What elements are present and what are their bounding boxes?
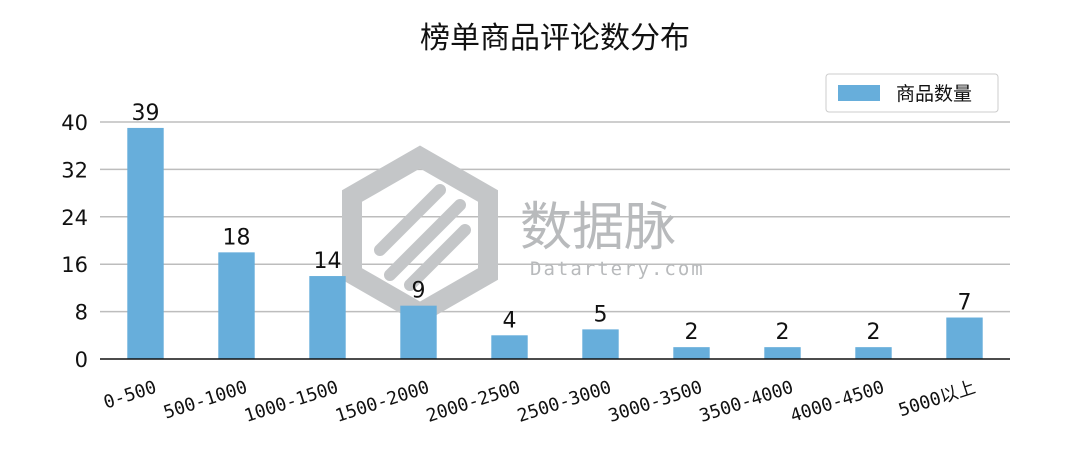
watermark-text: 数据脉 [520, 198, 676, 258]
bar [946, 317, 983, 359]
data-label: 39 [132, 101, 160, 126]
data-label: 14 [314, 249, 342, 274]
x-tick-label: 1000-1500 [242, 377, 341, 427]
bar [491, 335, 528, 359]
data-label: 5 [594, 302, 608, 327]
x-tick-label: 3500-4000 [697, 377, 796, 427]
bar [855, 347, 892, 359]
y-tick-label: 8 [75, 301, 88, 325]
bar [400, 305, 437, 359]
bars [127, 127, 983, 359]
x-axis-ticks: 0-500 500-10001000-15001500-20002000-2500… [101, 377, 978, 427]
data-label: 4 [503, 308, 517, 333]
y-tick-label: 40 [61, 111, 88, 135]
x-tick-label: 2500-3000 [515, 377, 614, 427]
legend-swatch [838, 85, 880, 101]
bar [218, 252, 255, 359]
y-tick-label: 24 [61, 206, 88, 230]
legend-label: 商品数量 [896, 83, 972, 105]
data-label: 9 [412, 279, 426, 304]
data-label: 2 [685, 320, 699, 345]
data-labels: 39 18 14 9 4 5 2 2 2 7 [132, 101, 972, 345]
x-tick-label: 1500-2000 [333, 377, 432, 427]
x-tick-label: 500-1000 [161, 377, 250, 424]
legend-box [825, 73, 999, 113]
y-tick-label: 32 [61, 158, 88, 182]
y-tick-label: 0 [75, 348, 88, 372]
bar [127, 127, 164, 359]
data-label: 7 [958, 291, 972, 316]
x-tick-label: 4000-4500 [788, 377, 887, 427]
watermark: 数据脉 Datartery.com [342, 145, 705, 325]
bar [764, 347, 801, 359]
y-axis-ticks: 0 8 16 24 32 40 [61, 111, 88, 372]
data-label: 2 [776, 320, 790, 345]
bar [582, 329, 619, 359]
legend: 商品数量 [825, 73, 999, 113]
data-label: 18 [223, 225, 251, 250]
x-tick-label: 2000-2500 [424, 377, 523, 427]
data-label: 2 [867, 320, 881, 345]
x-tick-label: 3000-3500 [606, 377, 705, 427]
x-tick-label: 0-500 [101, 377, 159, 414]
y-tick-label: 16 [61, 253, 88, 277]
chart-title: 榜单商品评论数分布 [420, 21, 690, 56]
bar [309, 276, 346, 359]
x-tick-label: 5000以上 [896, 377, 978, 421]
bar [673, 347, 710, 359]
watermark-subtext: Datartery.com [530, 258, 705, 280]
